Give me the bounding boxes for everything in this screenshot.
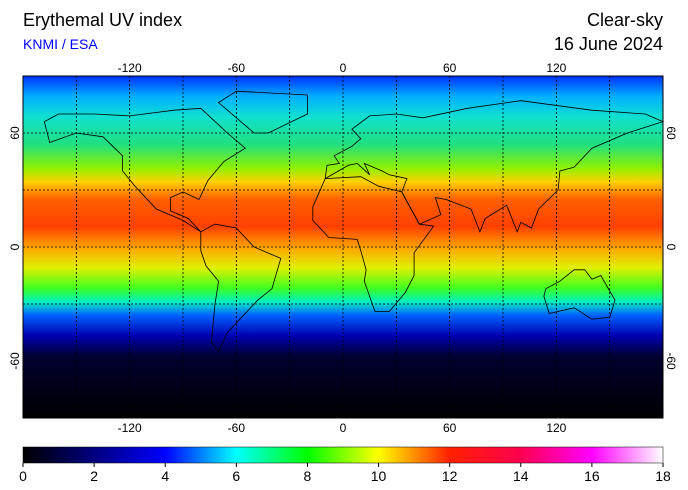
lat-label-right: 60 — [664, 126, 678, 140]
lat-label-left: -60 — [8, 352, 22, 370]
lon-label-top: 120 — [546, 61, 566, 75]
graticule — [23, 76, 663, 418]
sky-condition: Clear-sky — [587, 10, 663, 30]
colorbar-label: 10 — [371, 468, 387, 484]
lon-label-bottom: 60 — [443, 421, 457, 435]
lat-label-left: 0 — [8, 243, 22, 250]
lon-label-top: -120 — [118, 61, 142, 75]
lon-label-top: -60 — [228, 61, 246, 75]
lat-label-left: 60 — [8, 126, 22, 140]
lon-label-bottom: -60 — [228, 421, 246, 435]
title: Erythemal UV index — [23, 10, 182, 30]
colorbar-label: 6 — [232, 468, 240, 484]
coastline — [200, 223, 282, 353]
colorbar — [22, 446, 664, 464]
lat-label-right: 0 — [664, 244, 678, 251]
subtitle: KNMI / ESA — [23, 36, 98, 52]
lon-label-top: 60 — [443, 61, 457, 75]
colorbar-label: 2 — [90, 468, 98, 484]
coastline — [543, 269, 616, 320]
colorbar-label: 16 — [584, 468, 600, 484]
colorbar-label: 18 — [655, 468, 671, 484]
coastlines — [43, 90, 665, 353]
colorbar-label: 14 — [513, 468, 529, 484]
colorbar-label: 12 — [442, 468, 458, 484]
colorbar-label: 8 — [304, 468, 312, 484]
colorbar-label: 0 — [19, 468, 27, 484]
lat-label-right: -60 — [664, 352, 678, 370]
map-frame — [22, 75, 664, 419]
coastline — [43, 107, 246, 233]
coastline — [324, 100, 665, 233]
lon-label-bottom: -120 — [118, 421, 142, 435]
lon-label-bottom: 120 — [546, 421, 566, 435]
lon-label-bottom: 0 — [340, 421, 347, 435]
lon-label-top: 0 — [340, 61, 347, 75]
date: 16 June 2024 — [554, 34, 663, 54]
colorbar-label: 4 — [161, 468, 169, 484]
